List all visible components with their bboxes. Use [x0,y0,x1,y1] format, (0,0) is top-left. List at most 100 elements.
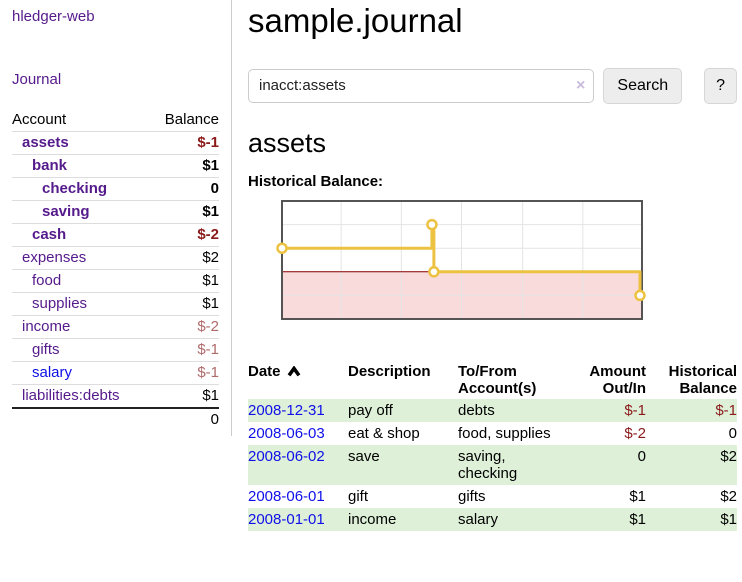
account-balance: $-1 [197,341,219,358]
app-brand-link[interactable]: hledger-web [12,8,95,25]
transaction-description: eat & shop [348,424,420,442]
account-row: checking 0 [12,177,219,201]
transaction-row: 2008-06-01 gift gifts $1 $2 [248,485,737,508]
transaction-date-link[interactable]: 2008-06-02 [248,447,325,465]
account-link-income[interactable]: income [22,318,71,335]
account-name-cell: food [12,270,150,293]
search-button[interactable]: Search [603,67,683,104]
accounts-total-spacer [12,408,150,431]
search-box: × [248,68,595,103]
transaction-date-link[interactable]: 2008-06-03 [248,424,325,442]
transaction-date-cell: 2008-06-01 [248,485,348,508]
account-balance: $1 [202,157,219,174]
transaction-accounts: debts [458,398,566,422]
transaction-date-link[interactable]: 2008-01-01 [248,510,325,528]
accounts-header-row: Account Balance [12,109,219,132]
transaction-description: pay off [348,398,458,422]
account-name-cell: liabilities:debts [12,385,150,409]
account-link-gifts[interactable]: gifts [32,341,60,358]
account-name-cell: bank [12,155,150,178]
help-button[interactable]: ? [704,67,737,104]
account-link-liabilities-debts[interactable]: liabilities:debts [22,387,120,404]
register-header-date[interactable]: Date [248,361,348,399]
accounts-body: assets $-1 bank $1 checking 0 saving $1 cash $-2 e… [12,131,219,409]
transaction-amount: $-2 [624,424,646,442]
account-balance: $1 [202,272,219,289]
sort-ascending-icon [287,365,300,377]
account-row: liabilities:debts $1 [12,384,219,409]
transaction-row: 2008-12-31 pay off debts $-1 $-1 [248,398,737,422]
account-balance: $1 [202,203,219,220]
register-header-row: Date Description To/From Account(s) Amou… [248,361,737,399]
account-balance: $1 [202,295,219,312]
account-balance: $1 [202,387,219,404]
transaction-balance: $2 [646,444,737,485]
account-name-cell: assets [12,132,150,155]
account-link-bank[interactable]: bank [32,157,68,174]
transaction-description: income [348,507,458,531]
transaction-date-cell: 2008-12-31 [248,398,348,422]
account-row: saving $1 [12,200,219,224]
account-link-supplies[interactable]: supplies [32,295,88,312]
sidebar: hledger-web Journal Account Balance asse… [0,0,232,436]
register-header-accounts: To/From Account(s) [458,362,537,397]
transaction-date-cell: 2008-06-03 [248,422,348,445]
account-balance: $-1 [197,134,219,151]
register-header-amount: Amount Out/In [589,362,646,397]
account-link-food[interactable]: food [32,272,62,289]
account-name-cell: gifts [12,339,150,362]
register-header-description: Description [348,362,431,380]
historical-balance-chart[interactable] [248,198,737,344]
transaction-date-cell: 2008-01-01 [248,507,348,531]
transaction-row: 2008-06-03 eat & shop food, supplies $-2 0 [248,422,737,445]
register-header-balance: Historical Balance [668,362,737,397]
account-row: expenses $2 [12,246,219,270]
account-name-cell: supplies [12,293,150,316]
accounts-table: Account Balance assets $-1 bank $1 checking 0… [12,109,219,431]
account-balance: $-1 [197,364,219,381]
account-row: income $-2 [12,315,219,339]
page: hledger-web Journal Account Balance asse… [0,0,742,551]
transaction-balance: $-1 [646,398,737,422]
transaction-date-link[interactable]: 2008-06-01 [248,487,325,505]
account-balance: $-2 [197,318,219,335]
transaction-date-cell: 2008-06-02 [248,444,348,485]
account-row: supplies $1 [12,292,219,316]
account-balance: 0 [210,180,219,197]
transaction-description: gift [348,487,369,505]
transaction-balance: $1 [646,507,737,531]
account-row: salary $-1 [12,361,219,385]
account-row: food $1 [12,269,219,293]
transaction-accounts: salary [458,507,566,531]
register-header-date-label: Date [248,362,281,380]
transaction-date-link[interactable]: 2008-12-31 [248,401,325,419]
transaction-accounts: food, supplies [458,424,551,442]
account-heading: assets [248,127,327,158]
transaction-amount: $1 [566,507,646,531]
account-name-cell: expenses [12,247,150,270]
account-name-cell: income [12,316,150,339]
chart-plot[interactable] [248,198,650,344]
account-row: gifts $-1 [12,338,219,362]
transaction-amount: $-1 [566,398,646,422]
accounts-total-row: 0 [12,408,219,431]
account-row: bank $1 [12,154,219,178]
account-link-cash[interactable]: cash [32,226,67,243]
nav-journal-link[interactable]: Journal [12,71,62,88]
chart-title: Historical Balance: [248,172,384,190]
transaction-accounts: saving, checking [458,444,566,485]
account-link-assets[interactable]: assets [22,134,69,151]
clear-search-icon[interactable]: × [576,76,586,94]
account-link-saving[interactable]: saving [42,203,90,220]
account-name-cell: saving [12,201,150,224]
transaction-description: save [348,444,458,485]
main-content: sample.journal × Search ? assets Histori… [232,0,742,551]
transaction-balance: $2 [720,487,737,505]
account-link-checking[interactable]: checking [42,180,108,197]
account-link-expenses[interactable]: expenses [22,249,87,266]
transaction-amount: 0 [566,444,646,485]
account-link-salary[interactable]: salary [32,364,73,381]
transaction-balance: 0 [728,424,737,442]
search-input[interactable] [248,68,595,103]
account-name-cell: salary [12,362,150,385]
